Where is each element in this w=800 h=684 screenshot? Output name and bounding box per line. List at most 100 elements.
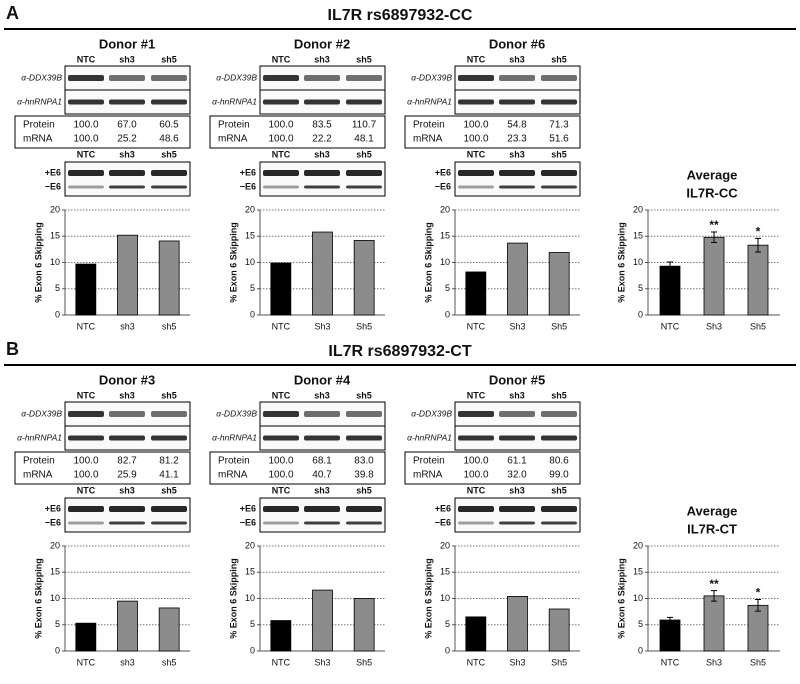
- blot-band: [499, 506, 535, 512]
- y-tick-label: 10: [440, 257, 450, 267]
- donor-title: Donor #4: [294, 372, 351, 387]
- table-cell: 100.0: [463, 470, 488, 481]
- table-cell: 80.6: [549, 456, 569, 467]
- error-bar: [667, 616, 673, 624]
- blot-band: [541, 185, 577, 189]
- x-tick-label: NTC: [77, 321, 96, 331]
- x-tick-label: NTC: [661, 321, 680, 331]
- blot-band: [346, 521, 382, 525]
- lane-label: sh3: [314, 390, 330, 400]
- blot-band: [499, 521, 535, 525]
- y-tick-label: 5: [638, 283, 643, 293]
- bar: [465, 271, 487, 316]
- blot-band: [304, 170, 340, 176]
- average-title: IL7R-CT: [687, 521, 737, 536]
- y-tick-label: 20: [50, 540, 60, 550]
- table-cell: 25.2: [117, 134, 137, 145]
- y-tick-label: 5: [638, 619, 643, 629]
- bar: [548, 608, 570, 652]
- bar: [353, 240, 375, 316]
- table-cell: 61.1: [507, 456, 527, 467]
- x-tick-label: Sh3: [509, 657, 525, 667]
- blot-band: [151, 506, 187, 512]
- donor-title: Donor #1: [99, 36, 155, 51]
- blot-frame: [64, 497, 191, 533]
- bar: [703, 595, 725, 652]
- lane-label: sh5: [356, 54, 372, 64]
- panel-letter: B: [6, 339, 19, 359]
- y-tick-label: 5: [445, 619, 450, 629]
- blot-band: [458, 170, 494, 176]
- splice-label: −E6: [45, 181, 61, 191]
- lane-label: sh3: [509, 54, 525, 64]
- y-tick-label: 15: [245, 567, 255, 577]
- lane-label: sh5: [551, 390, 567, 400]
- x-tick-label: Sh3: [706, 657, 722, 667]
- blot-band: [151, 435, 187, 441]
- splice-label: −E6: [240, 517, 256, 527]
- blot-band: [541, 521, 577, 525]
- blot-band: [263, 185, 299, 189]
- y-tick-label: 5: [250, 283, 255, 293]
- x-tick-label: Sh5: [356, 321, 372, 331]
- splice-label: +E6: [435, 503, 451, 513]
- blot-band: [499, 75, 535, 81]
- table-cell: 83.0: [354, 456, 374, 467]
- lane-label: sh3: [119, 149, 135, 159]
- row-label: mRNA: [23, 134, 53, 145]
- blot-band: [458, 506, 494, 512]
- blot-band: [68, 170, 104, 176]
- y-tick-label: 10: [50, 257, 60, 267]
- row-label: Protein: [413, 456, 445, 467]
- table-cell: 110.7: [352, 120, 377, 131]
- table-cell: 83.5: [312, 120, 332, 131]
- lane-label: sh5: [551, 54, 567, 64]
- blot-band: [346, 170, 382, 176]
- panel-letter: A: [6, 3, 19, 23]
- bar: [507, 596, 528, 652]
- y-axis-label: % Exon 6 Skipping: [423, 558, 433, 639]
- table-cell: 32.0: [507, 470, 527, 481]
- table-frame: [209, 115, 386, 149]
- splice-label: +E6: [45, 167, 61, 177]
- y-tick-label: 10: [440, 593, 450, 603]
- panel-title: IL7R rs6897932-CC: [328, 7, 473, 24]
- significance-mark: *: [756, 225, 761, 239]
- splice-label: +E6: [435, 167, 451, 177]
- y-tick-label: 0: [55, 309, 60, 319]
- x-tick-label: Sh5: [750, 321, 766, 331]
- bar: [703, 236, 725, 316]
- y-tick-label: 0: [638, 645, 643, 655]
- blot-band: [304, 185, 340, 189]
- lane-label: NTC: [272, 390, 291, 400]
- y-tick-label: 0: [445, 309, 450, 319]
- lane-label: sh5: [356, 390, 372, 400]
- error-bar: [711, 590, 717, 602]
- table-cell: 100.0: [73, 456, 98, 467]
- blot-band: [109, 99, 145, 105]
- table-cell: 81.2: [159, 456, 179, 467]
- blot-band: [541, 75, 577, 81]
- donor-title: Donor #2: [294, 36, 350, 51]
- table-cell: 48.6: [159, 134, 179, 145]
- y-tick-label: 20: [633, 204, 643, 214]
- lane-label: sh5: [161, 149, 177, 159]
- y-axis-label: % Exon 6 Skipping: [423, 222, 433, 303]
- x-tick-label: Sh5: [551, 657, 567, 667]
- lane-label: sh3: [314, 485, 330, 495]
- table-frame: [404, 451, 581, 485]
- table-cell: 100.0: [268, 120, 293, 131]
- blot-band: [68, 506, 104, 512]
- blot-band: [458, 99, 494, 105]
- table-frame: [404, 115, 581, 149]
- y-tick-label: 10: [633, 257, 643, 267]
- blot-band: [109, 75, 145, 81]
- x-tick-label: Sh3: [509, 321, 525, 331]
- y-tick-label: 0: [445, 645, 450, 655]
- blot-label: α-DDX39B: [411, 72, 452, 82]
- blot-frame: [259, 161, 386, 197]
- y-tick-label: 15: [50, 231, 60, 241]
- blot-frame: [454, 161, 581, 197]
- x-tick-label: Sh5: [750, 657, 766, 667]
- lane-label: NTC: [77, 485, 96, 495]
